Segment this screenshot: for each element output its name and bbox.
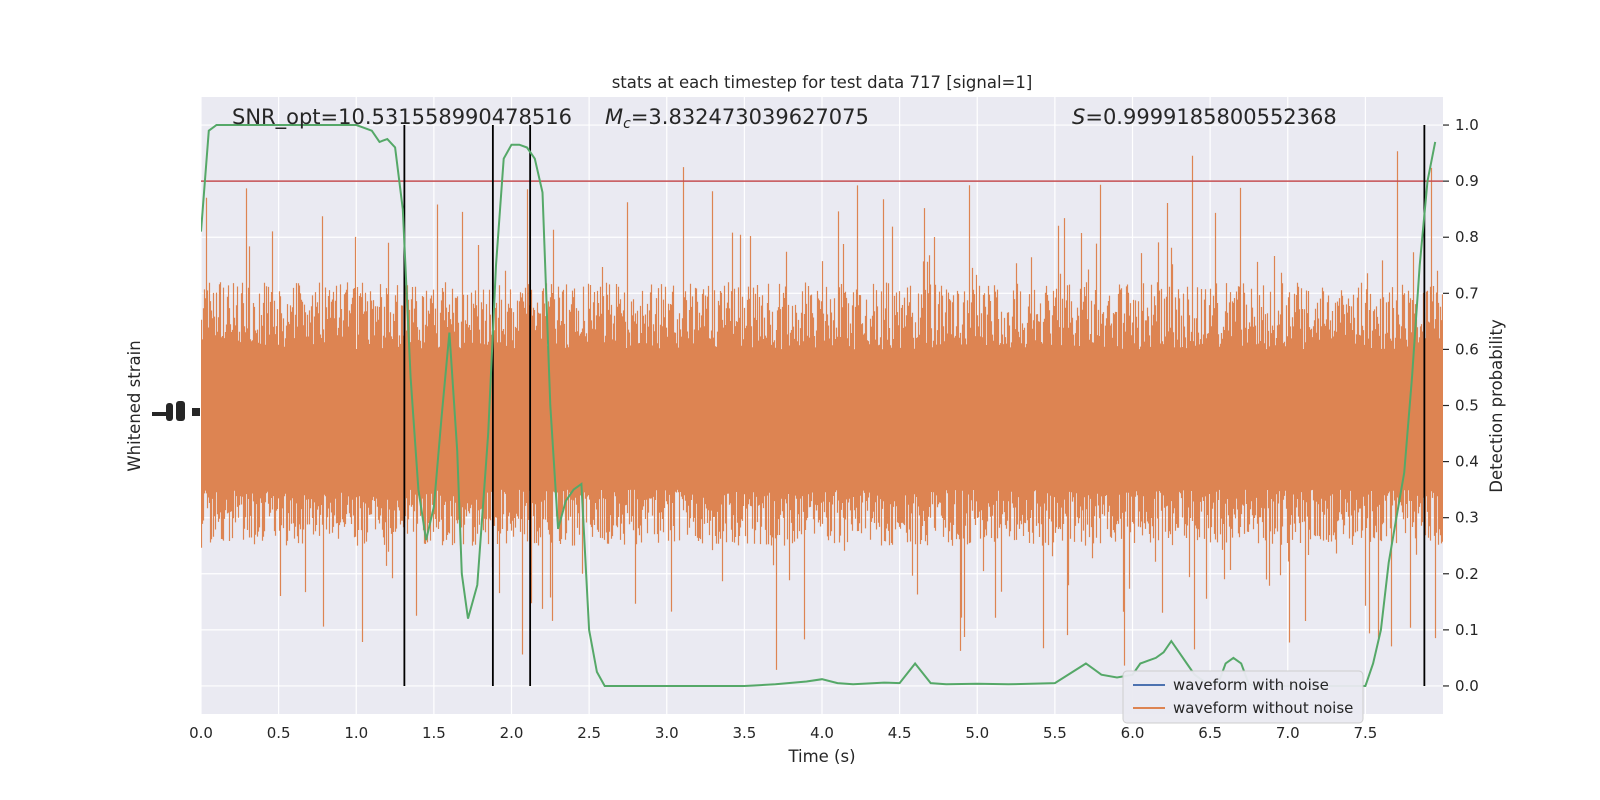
s-symbol: S — [1072, 105, 1085, 129]
x-tick-label: 3.0 — [655, 724, 679, 742]
waveform-without-noise-series — [201, 151, 1443, 670]
legend: waveform with noise waveform without noi… — [1122, 670, 1364, 724]
legend-label-without-noise: waveform without noise — [1173, 699, 1353, 717]
x-tick-label: 0.0 — [189, 724, 213, 742]
x-tick-label: 4.5 — [888, 724, 912, 742]
x-tick-label: 3.5 — [732, 724, 756, 742]
s-annotation: S=0.9999185800552368 — [1072, 105, 1337, 129]
y-tick-label: 0.1 — [1455, 621, 1479, 639]
x-tick-label: 7.0 — [1276, 724, 1300, 742]
y-tick-label: 0.5 — [1455, 397, 1479, 415]
y-tick-label: 0.2 — [1455, 565, 1479, 583]
x-axis-ticks: 0.0 0.5 1.0 1.5 2.0 2.5 3.0 3.5 4.0 4.5 5.0 5.5 6.0 6… — [189, 724, 1377, 742]
x-tick-label: 6.0 — [1121, 724, 1145, 742]
left-y-axis-label: Whitened strain — [125, 340, 144, 471]
waveform-without-noise-line — [201, 151, 1443, 670]
y-tick-label: 0.6 — [1455, 340, 1479, 358]
y-tick-label: 0.7 — [1455, 284, 1479, 302]
x-tick-label: 1.0 — [344, 724, 368, 742]
y-right-axis-ticks: 0.0 0.1 0.2 0.3 0.4 0.5 0.6 0.7 0.8 0.9 1.0 — [1443, 116, 1479, 695]
y-tick-label: 0.0 — [1455, 677, 1479, 695]
snr-annotation: SNR_opt=10.531558990478516 — [232, 105, 572, 130]
x-tick-label: 2.5 — [577, 724, 601, 742]
x-tick-label: 4.0 — [810, 724, 834, 742]
detection-probability-line — [201, 124, 1437, 687]
x-tick-label: 1.5 — [422, 724, 446, 742]
x-tick-label: 7.5 — [1353, 724, 1377, 742]
x-tick-label: 5.0 — [965, 724, 989, 742]
s-value: =0.9999185800552368 — [1085, 105, 1336, 129]
chirp-mass-annotation: Mc=3.832473039627075 — [605, 105, 869, 132]
y-tick-label: 1.0 — [1455, 116, 1479, 134]
y-tick-label: 0.9 — [1455, 172, 1479, 190]
x-axis-label: Time (s) — [787, 747, 855, 766]
legend-box — [1122, 670, 1364, 724]
detection-probability-series — [201, 124, 1437, 687]
y-tick-label: 0.3 — [1455, 509, 1479, 527]
chirp-mass-subscript: c — [623, 116, 631, 132]
right-y-axis-label: Detection probability — [1487, 319, 1506, 493]
chirp-mass-symbol: M — [605, 105, 623, 129]
x-tick-label: 6.5 — [1198, 724, 1222, 742]
y-tick-label: 0.4 — [1455, 453, 1479, 471]
chart-title: stats at each timestep for test data 717… — [612, 73, 1033, 92]
x-tick-label: 0.5 — [267, 724, 291, 742]
chirp-mass-value: =3.832473039627075 — [631, 105, 869, 129]
y-tick-label: 0.8 — [1455, 228, 1479, 246]
left-axis-tick-cluster — [152, 401, 200, 421]
legend-label-with-noise: waveform with noise — [1173, 676, 1329, 694]
x-tick-label: 2.0 — [500, 724, 524, 742]
x-tick-label: 5.5 — [1043, 724, 1067, 742]
